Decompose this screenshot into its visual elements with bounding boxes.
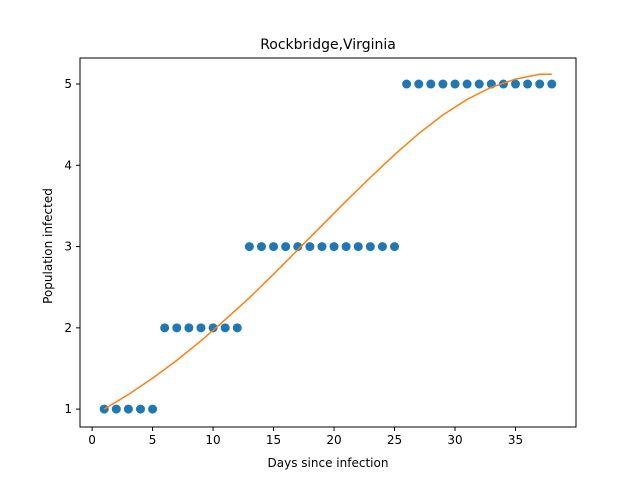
data-point (281, 242, 291, 252)
x-tick-label: 10 (205, 433, 220, 447)
data-point (293, 242, 303, 252)
x-tick-label: 25 (387, 433, 402, 447)
x-axis-label: Days since infection (268, 456, 389, 470)
data-point (511, 79, 521, 89)
plot-frame (79, 57, 577, 428)
data-point (232, 323, 242, 333)
data-point (123, 404, 133, 414)
data-point (135, 404, 145, 414)
x-tick-label: 5 (149, 433, 157, 447)
data-point (329, 242, 339, 252)
x-tick-label: 15 (266, 433, 281, 447)
x-tick-label: 30 (447, 433, 462, 447)
data-point (438, 79, 448, 89)
data-point (547, 79, 557, 89)
data-point (160, 323, 170, 333)
y-tick-label: 2 (64, 321, 72, 335)
y-tick-label: 1 (64, 402, 72, 416)
data-point (208, 323, 218, 333)
y-tick-label: 3 (64, 240, 72, 254)
data-point (377, 242, 387, 252)
x-tick-label: 35 (508, 433, 523, 447)
y-tick-label: 5 (64, 77, 72, 91)
data-point (305, 242, 315, 252)
fit-line (103, 73, 552, 410)
data-point (148, 404, 158, 414)
data-point (256, 242, 266, 252)
data-point (99, 404, 109, 414)
data-point (426, 79, 436, 89)
data-point (414, 79, 424, 89)
data-point (523, 79, 533, 89)
data-point (365, 242, 375, 252)
data-point (402, 79, 412, 89)
x-axis: 0 5 10 15 20 25 30 35 (88, 427, 523, 447)
data-point (196, 323, 206, 333)
data-point (220, 323, 230, 333)
y-axis: 1 2 3 4 5 (64, 77, 80, 416)
data-point (317, 242, 327, 252)
data-point (474, 79, 484, 89)
data-point (269, 242, 279, 252)
data-point (172, 323, 182, 333)
data-point (341, 242, 351, 252)
y-axis-label: Population infected (41, 188, 55, 304)
data-point (353, 242, 363, 252)
plot-area (99, 73, 557, 414)
data-point (535, 79, 545, 89)
data-point (390, 242, 400, 252)
y-tick-label: 4 (64, 158, 72, 172)
data-point (111, 404, 121, 414)
x-tick-label: 20 (326, 433, 341, 447)
data-point (462, 79, 472, 89)
chart-title: Rockbridge,Virginia (260, 37, 396, 53)
x-tick-label: 0 (88, 433, 96, 447)
data-point (450, 79, 460, 89)
data-point (184, 323, 194, 333)
data-point (244, 242, 254, 252)
